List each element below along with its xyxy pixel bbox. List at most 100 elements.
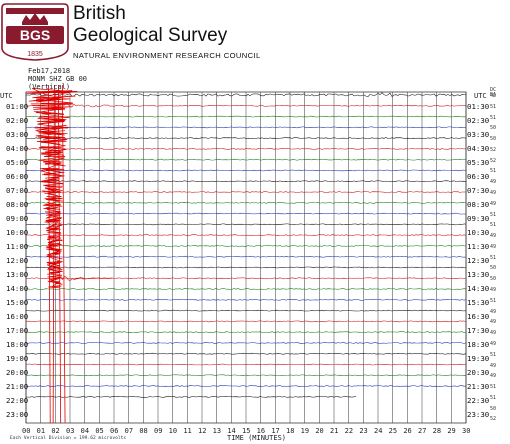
row-label-left: 08:00 (6, 199, 29, 209)
row-label-left: 23:00 (6, 410, 29, 420)
row-count: 49 (490, 340, 497, 347)
row-label-left: 06:00 (6, 171, 29, 181)
utc-label-right: UTC (474, 92, 487, 100)
trace-row-4 (25, 137, 467, 139)
row-count: 49 (490, 233, 497, 240)
row-label-left: 17:00 (6, 326, 29, 335)
earthquake-signal (26, 84, 113, 424)
row-count: 50 (490, 136, 497, 143)
trace-lines (25, 92, 467, 398)
row-label-right: 17:30 (467, 326, 490, 335)
row-label-right: 14:30 (467, 283, 490, 293)
row-count: 50 (490, 276, 497, 283)
x-tick-label: 04 (80, 427, 90, 435)
crown-icon (22, 13, 48, 25)
row-label-right: 18:30 (467, 340, 490, 350)
row-count: 52 (490, 157, 497, 164)
trace-row-12 (25, 223, 467, 226)
x-tick-label: 26 (403, 427, 412, 435)
row-count: 49 (490, 308, 497, 315)
x-tick-label: 21 (330, 427, 339, 435)
x-tick-label: 16 (256, 427, 266, 435)
division-footnote: Each Vertical Division = 199.62 microvol… (10, 436, 127, 441)
row-count: 49 (490, 373, 497, 380)
row-label-right: 04:30 (467, 143, 490, 153)
row-count: 51 (490, 114, 497, 121)
row-label-right: 12:30 (467, 255, 490, 265)
org-title-line2: Geological Survey (73, 25, 228, 46)
earthquake-spike (52, 84, 55, 424)
trace-row-16 (25, 266, 467, 269)
record-component: (Vertical) (28, 83, 71, 91)
trace-row-13 (25, 234, 467, 236)
row-label-right: 08:30 (467, 199, 490, 209)
row-count: 50 (490, 265, 497, 272)
row-label-left: 19:00 (6, 354, 29, 364)
row-count: 49 (490, 362, 497, 369)
trace-row-6 (25, 158, 467, 161)
earthquake-spike (48, 84, 51, 424)
x-tick-label: 17 (271, 427, 280, 435)
x-tick-label: 03 (66, 427, 75, 435)
trace-row-1 (25, 103, 467, 108)
x-tick-label: 01 (36, 427, 46, 435)
row-count: 49 (490, 319, 497, 326)
row-label-right: 10:30 (467, 227, 490, 237)
trace-row-20 (26, 309, 467, 312)
logo-year: 1835 (27, 51, 43, 58)
row-count: 49 (490, 200, 497, 207)
x-tick-label: 05 (95, 427, 104, 435)
row-label-left: 09:00 (6, 213, 29, 223)
row-label-left: 07:00 (6, 185, 29, 195)
row-label-right: 16:30 (467, 311, 490, 321)
trace-row-2 (25, 115, 467, 118)
row-count: 52 (490, 416, 497, 423)
row-label-right: 11:30 (467, 241, 490, 251)
record-date: Feb17,2018 (28, 67, 71, 75)
x-tick-label: 00 (22, 427, 31, 435)
x-tick-label: 14 (227, 427, 236, 435)
x-tick-label: 25 (388, 427, 398, 435)
x-tick-label: 15 (242, 427, 251, 435)
record-station: MONM SHZ GB 00 (28, 75, 88, 83)
row-count: 42 (490, 93, 497, 99)
row-count: 51 (490, 168, 497, 175)
row-label-left: 18:00 (6, 340, 29, 350)
trace-row-8 (25, 180, 467, 183)
trace-row-25 (25, 363, 467, 366)
row-label-right: 02:30 (467, 115, 490, 125)
row-label-right: 03:30 (467, 129, 490, 139)
row-label-right: 05:30 (467, 157, 490, 167)
row-label-right: 22:30 (467, 396, 490, 406)
row-label-left: 04:00 (6, 143, 29, 153)
row-label-right: 21:30 (467, 382, 490, 392)
x-tick-label: 19 (300, 427, 310, 435)
x-tick-label: 09 (154, 427, 163, 435)
row-label-left: 22:00 (6, 396, 29, 406)
trace-row-28 (25, 396, 357, 398)
row-count: 49 (490, 190, 497, 197)
x-tick-label: 12 (198, 427, 207, 435)
row-count: 51 (490, 384, 497, 391)
row-label-right: 20:30 (467, 368, 490, 378)
x-tick-label: 24 (374, 427, 383, 435)
row-count: 51 (490, 297, 497, 304)
row-count: 49 (490, 330, 497, 337)
earthquake-spike (58, 84, 62, 424)
row-count: 51 (490, 103, 497, 110)
row-label-left: 20:00 (6, 368, 29, 378)
row-label-left: 15:00 (6, 297, 29, 307)
x-tick-label: 10 (168, 427, 178, 435)
trace-row-18 (25, 288, 467, 290)
x-tick-label: 07 (124, 427, 134, 435)
row-label-left: 01:00 (6, 101, 29, 111)
x-tick-label: 22 (344, 427, 354, 435)
x-axis-label: TIME (MINUTES) (227, 434, 287, 442)
row-label-right: 15:30 (467, 297, 490, 307)
x-tick-label: 06 (110, 427, 119, 435)
bgs-logo: BGS 1835 (1, 3, 69, 61)
earthquake-coda (60, 276, 113, 281)
row-count: 52 (490, 146, 497, 153)
row-label-left: 10:00 (6, 227, 29, 237)
